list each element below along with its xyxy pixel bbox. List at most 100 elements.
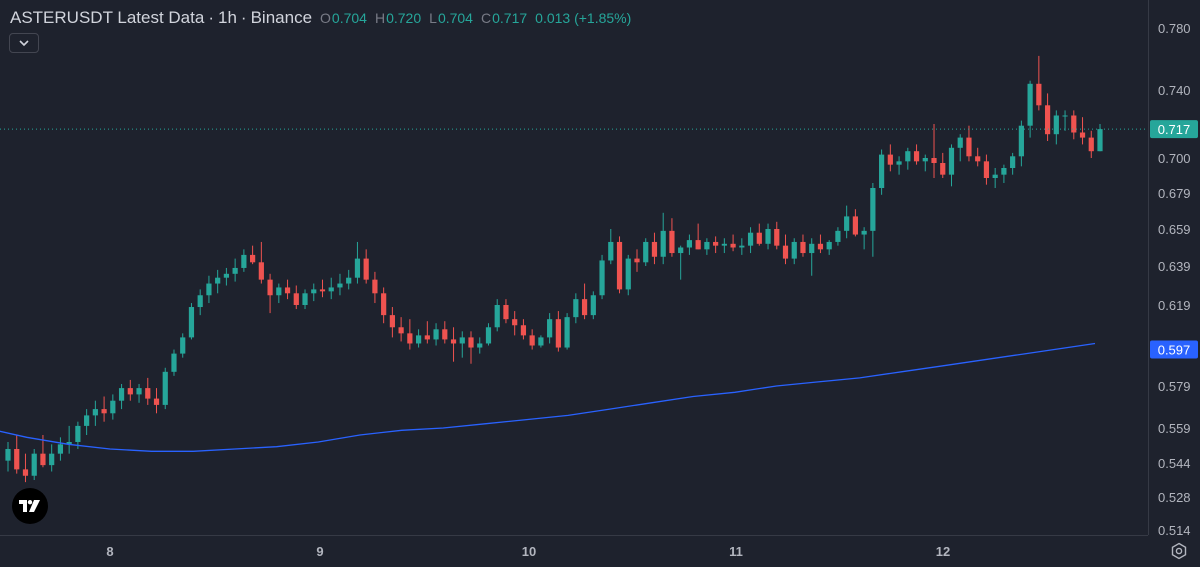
candle[interactable] [538,335,544,348]
candle[interactable] [284,279,291,300]
candle[interactable] [931,124,937,178]
candle[interactable] [319,279,326,298]
candle[interactable] [250,245,256,265]
candle[interactable] [782,234,789,265]
candle[interactable] [415,329,422,348]
candle[interactable] [1079,117,1086,145]
candle[interactable] [896,156,902,175]
candle[interactable] [608,229,614,265]
candle[interactable] [616,236,623,294]
candle[interactable] [57,437,64,461]
price-axis[interactable]: 0.780 0.740 0.700 0.679 0.659 0.639 0.619 0.579… [1148,0,1199,538]
candle[interactable] [258,241,264,284]
candle[interactable] [678,245,684,280]
candle[interactable] [529,329,535,350]
candle[interactable] [276,283,282,304]
candle[interactable] [197,289,203,316]
candle[interactable] [1027,80,1033,138]
candle[interactable] [153,388,160,414]
candle[interactable] [223,267,229,286]
candle[interactable] [747,227,754,254]
candle[interactable] [739,238,745,255]
candle[interactable] [503,299,509,324]
candle[interactable] [879,149,885,195]
candle[interactable] [520,319,527,340]
candle[interactable] [599,254,605,300]
candle[interactable] [695,223,701,250]
candle[interactable] [713,236,719,254]
candle[interactable] [363,249,369,284]
candle[interactable] [424,321,430,344]
candle[interactable] [948,144,955,187]
candle[interactable] [625,254,631,296]
candle[interactable] [485,323,492,346]
candle[interactable] [1062,110,1068,131]
candle[interactable] [232,258,238,282]
candle[interactable] [555,311,561,352]
candle[interactable] [573,293,579,324]
candle[interactable] [468,331,474,364]
candle[interactable] [669,218,675,257]
candle[interactable] [389,307,395,338]
candle[interactable] [302,289,308,310]
candle[interactable] [346,269,352,290]
candle[interactable] [162,367,168,410]
candle[interactable] [791,238,797,265]
candle[interactable] [477,337,483,354]
candle[interactable] [75,421,81,449]
candle[interactable] [992,168,998,188]
candle[interactable] [136,383,142,403]
moving-average-line[interactable] [0,342,1096,452]
candle[interactable] [31,449,37,480]
candle[interactable] [966,125,972,162]
candle[interactable] [398,317,404,342]
candle[interactable] [870,183,876,257]
candle[interactable] [547,313,553,344]
candle[interactable] [765,223,771,250]
candle[interactable] [1097,124,1103,152]
candle[interactable] [940,152,946,178]
candle[interactable] [22,453,29,483]
tradingview-logo-icon[interactable] [12,488,48,524]
candle[interactable] [861,227,867,250]
candle[interactable] [14,435,20,474]
candle[interactable] [381,287,387,324]
candle[interactable] [328,277,334,300]
candle[interactable] [730,234,736,252]
candle[interactable] [1036,55,1042,111]
candle[interactable] [643,238,649,266]
candle[interactable] [450,327,457,362]
candle[interactable] [110,394,116,420]
candle[interactable] [293,285,299,310]
candle[interactable] [590,291,596,320]
time-axis[interactable]: 8 9 10 11 12 [0,535,1148,560]
candle[interactable] [494,299,500,332]
candle[interactable] [721,238,727,254]
candle[interactable] [5,442,11,472]
candle[interactable] [206,275,212,304]
candle[interactable] [66,425,72,454]
candle[interactable] [581,283,588,320]
candle[interactable] [660,212,666,265]
candle[interactable] [215,269,221,294]
legend-collapse-button[interactable] [9,33,39,53]
candle[interactable] [171,349,177,376]
candle[interactable] [756,223,762,246]
candle[interactable] [512,311,518,336]
candle[interactable] [433,323,439,346]
settings-gear-icon[interactable] [1170,542,1188,560]
candle[interactable] [686,234,693,255]
candle[interactable] [311,283,317,302]
candle[interactable] [145,377,151,405]
candle[interactable] [983,154,990,185]
plot-area[interactable] [0,55,1148,483]
candle[interactable] [1044,93,1051,141]
candle[interactable] [1001,164,1007,183]
candle[interactable] [118,383,125,410]
candle[interactable] [1071,110,1077,140]
candle[interactable] [564,313,570,350]
candle[interactable] [651,232,658,265]
candle[interactable] [844,205,850,239]
candle[interactable] [127,379,133,401]
